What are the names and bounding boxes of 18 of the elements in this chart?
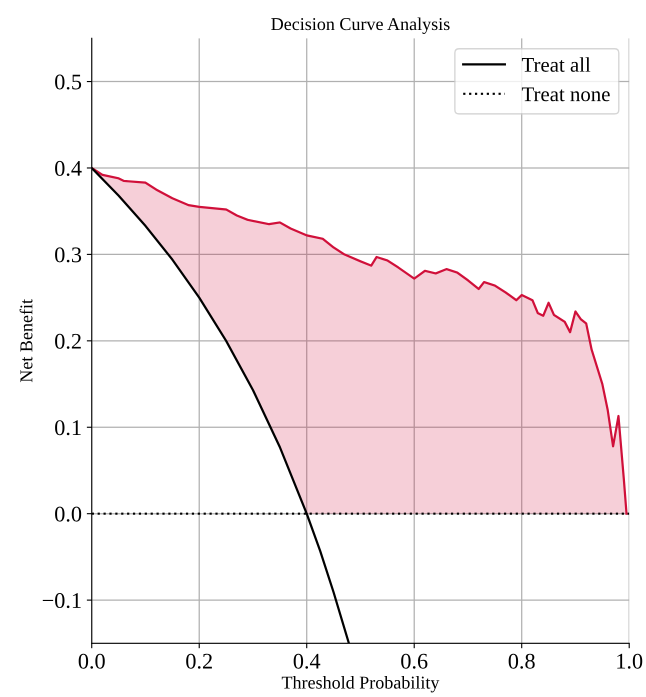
- y-tick-label: 0.2: [55, 334, 81, 349]
- y-tick-label: 0.4: [55, 160, 82, 176]
- y-tick-label: 0.0: [55, 506, 82, 522]
- x-tick-label: 0.0: [78, 654, 105, 669]
- y-tick-label: −0.1: [42, 593, 81, 608]
- y-tick-label: 0.1: [55, 420, 81, 436]
- x-axis-title: Threshold Probability: [282, 676, 440, 692]
- x-tick-label: 0.6: [401, 654, 428, 669]
- x-tick-label: 1.0: [617, 654, 642, 669]
- x-tick-label: 0.8: [508, 654, 535, 669]
- y-axis-title: Net Benefit: [20, 299, 32, 382]
- chart-title: Decision Curve Analysis: [271, 17, 450, 34]
- y-tick-label: 0.5: [55, 74, 82, 90]
- legend-label: Treat all: [522, 57, 590, 72]
- y-tick-label: 0.3: [55, 247, 82, 262]
- x-tick-label: 0.4: [294, 654, 320, 669]
- legend-label: Treat none: [522, 87, 610, 102]
- x-tick-label: 0.2: [186, 654, 212, 669]
